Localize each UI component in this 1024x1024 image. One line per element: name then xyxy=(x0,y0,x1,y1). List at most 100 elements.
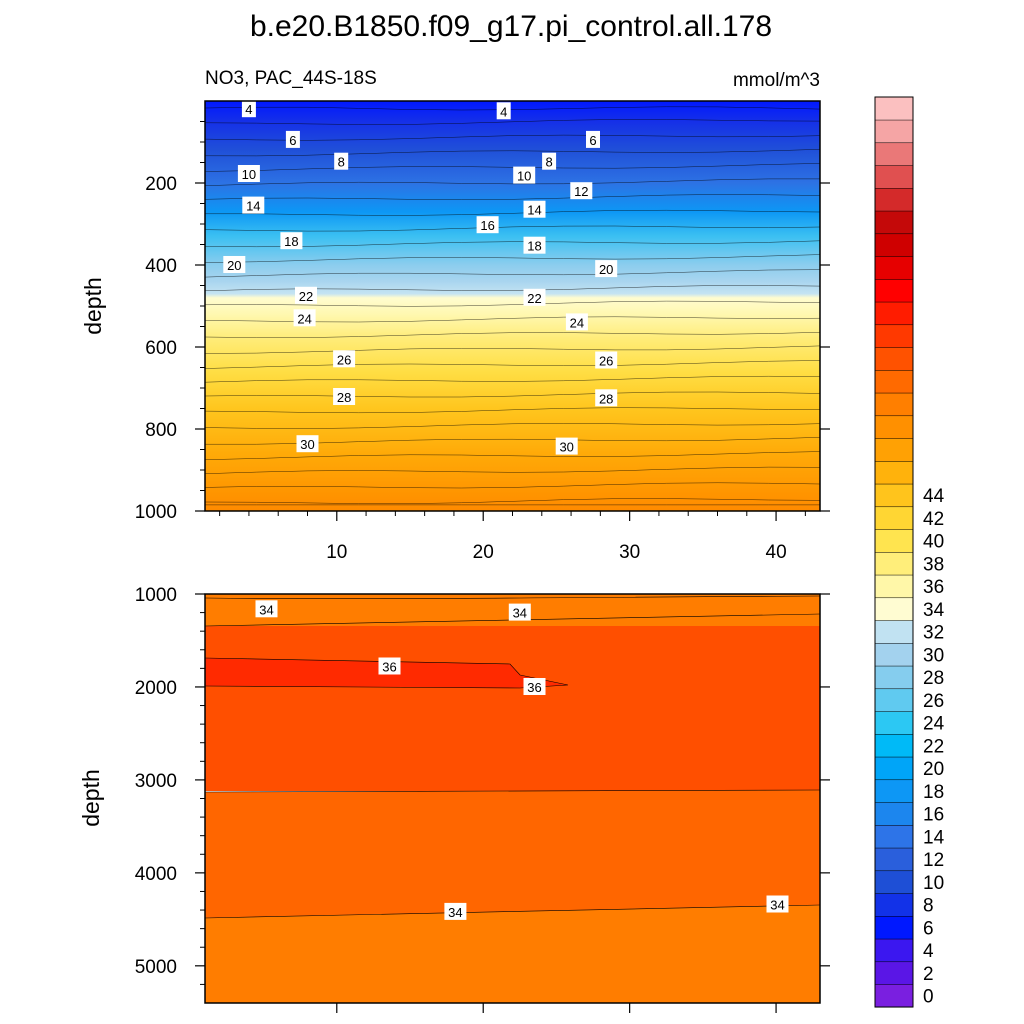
colorbar-swatch xyxy=(874,984,914,1008)
colorbar-swatch xyxy=(874,415,914,439)
colorbar-swatch xyxy=(874,96,914,121)
contour-label: 16 xyxy=(480,218,494,233)
contour-label-box xyxy=(542,152,557,170)
lower-panel: 34 34 36 36 34 34 1000 2000 3000 4000 5000 depth xyxy=(78,585,830,1013)
contour-label: 28 xyxy=(599,391,613,406)
upper-contour-line xyxy=(204,178,820,186)
upper-contour-line xyxy=(204,163,821,172)
contour-label: 30 xyxy=(300,437,314,452)
contour-label: 26 xyxy=(599,354,613,369)
colorbar-swatch xyxy=(874,779,914,803)
colorbar-tick-label: 44 xyxy=(923,486,945,507)
colorbar-swatch xyxy=(874,733,914,758)
colorbar-tick-label: 2 xyxy=(923,964,934,985)
colorbar-swatch xyxy=(874,301,914,326)
upper-contour-line xyxy=(204,225,821,232)
upper-contour-line xyxy=(205,209,821,216)
contour-label: 22 xyxy=(299,289,313,304)
colorbar-tick-label: 40 xyxy=(923,532,944,553)
contour-label-box xyxy=(565,313,588,331)
contour-label-box xyxy=(255,600,278,618)
contour-label: 34 xyxy=(448,905,462,920)
chart-subtitle-right: mmol/m^3 xyxy=(733,70,820,91)
contour-label: 8 xyxy=(338,155,345,170)
upper-contour-line xyxy=(204,407,820,414)
upper-contour-line xyxy=(204,451,821,460)
chart-subtitle-left: NO3, PAC_44S-18S xyxy=(205,68,377,89)
upper-contour-line xyxy=(204,269,821,278)
contour-label: 24 xyxy=(297,311,311,326)
contour-label-box xyxy=(595,389,618,407)
contour-label: 4 xyxy=(500,104,507,119)
colorbar-swatch xyxy=(874,278,914,303)
colorbar-swatch xyxy=(874,551,914,576)
contour-label: 10 xyxy=(517,169,531,184)
upper-x-tick-label: 40 xyxy=(766,542,787,563)
upper-y-tick-label: 1000 xyxy=(135,502,177,523)
upper-contour-line xyxy=(204,482,821,489)
contour-label: 6 xyxy=(289,133,296,148)
contour-label: 10 xyxy=(242,167,256,182)
colorbar-swatch xyxy=(874,483,914,508)
colorbar-swatch xyxy=(874,620,914,644)
contour-label-box xyxy=(293,309,316,327)
colorbar-tick-label: 16 xyxy=(923,805,944,826)
colorbar-tick-label: 34 xyxy=(923,600,945,621)
colorbar-frame xyxy=(874,96,914,1008)
lower-y-tick-label: 3000 xyxy=(135,771,177,792)
contour-label-box xyxy=(223,256,246,273)
contour-label-box xyxy=(595,260,618,278)
contour-label-box xyxy=(513,166,536,184)
upper-contour-line xyxy=(204,466,821,474)
contour-label-box xyxy=(476,216,499,234)
colorbar-swatch xyxy=(874,961,914,985)
contour-label-box xyxy=(523,200,546,218)
upper-contour-line xyxy=(204,119,821,125)
lower-y-tick-label: 2000 xyxy=(135,678,177,699)
upper-x-tick-label: 20 xyxy=(473,542,494,563)
upper-contour-line xyxy=(204,240,821,248)
colorbar-swatch xyxy=(874,438,914,462)
upper-contour-line xyxy=(204,391,821,398)
upper-y-tick-label: 600 xyxy=(145,338,177,359)
colorbar-tick-label: 24 xyxy=(923,714,945,735)
contour-label-box xyxy=(496,102,511,120)
upper-contour-line xyxy=(204,194,821,200)
contour-label: 34 xyxy=(513,606,527,621)
colorbar-swatch xyxy=(874,824,914,849)
contour-label: 30 xyxy=(559,440,573,455)
contour-label-box xyxy=(334,152,349,170)
upper-contour-line xyxy=(204,375,821,383)
colorbar-swatch xyxy=(874,324,914,348)
colorbar-swatch xyxy=(874,756,914,781)
contour-label-box xyxy=(242,196,265,214)
colorbar-swatch xyxy=(874,506,914,530)
upper-contour-line xyxy=(204,300,821,307)
contour-label: 4 xyxy=(245,102,252,117)
contour-label: 20 xyxy=(227,258,241,273)
contour-label-box xyxy=(586,130,600,148)
contour-label-box xyxy=(444,902,467,920)
colorbar-tick-label: 20 xyxy=(923,759,944,780)
colorbar-swatch xyxy=(874,597,914,621)
colorbar-swatch xyxy=(874,347,914,371)
colorbar-swatch xyxy=(874,893,914,917)
colorbar-swatch xyxy=(874,574,914,599)
upper-x-tick-label: 30 xyxy=(619,542,640,563)
upper-contour-line xyxy=(204,106,821,111)
upper-y-axis-label: depth xyxy=(80,277,106,335)
contour-label: 8 xyxy=(545,155,552,170)
colorbar-swatch xyxy=(874,870,914,894)
contour-label-box xyxy=(555,437,578,455)
contour-label: 18 xyxy=(284,234,298,249)
upper-y-tick-label: 800 xyxy=(145,420,177,441)
colorbar-swatch xyxy=(874,802,914,826)
contour-label-box xyxy=(508,603,531,621)
colorbar-swatch xyxy=(874,233,914,257)
contour-label: 34 xyxy=(259,602,273,617)
lower-y-tick-label: 1000 xyxy=(135,585,177,606)
contour-label: 14 xyxy=(246,199,260,214)
contour-label-box xyxy=(570,182,593,200)
colorbar-tick-label: 6 xyxy=(923,918,934,939)
